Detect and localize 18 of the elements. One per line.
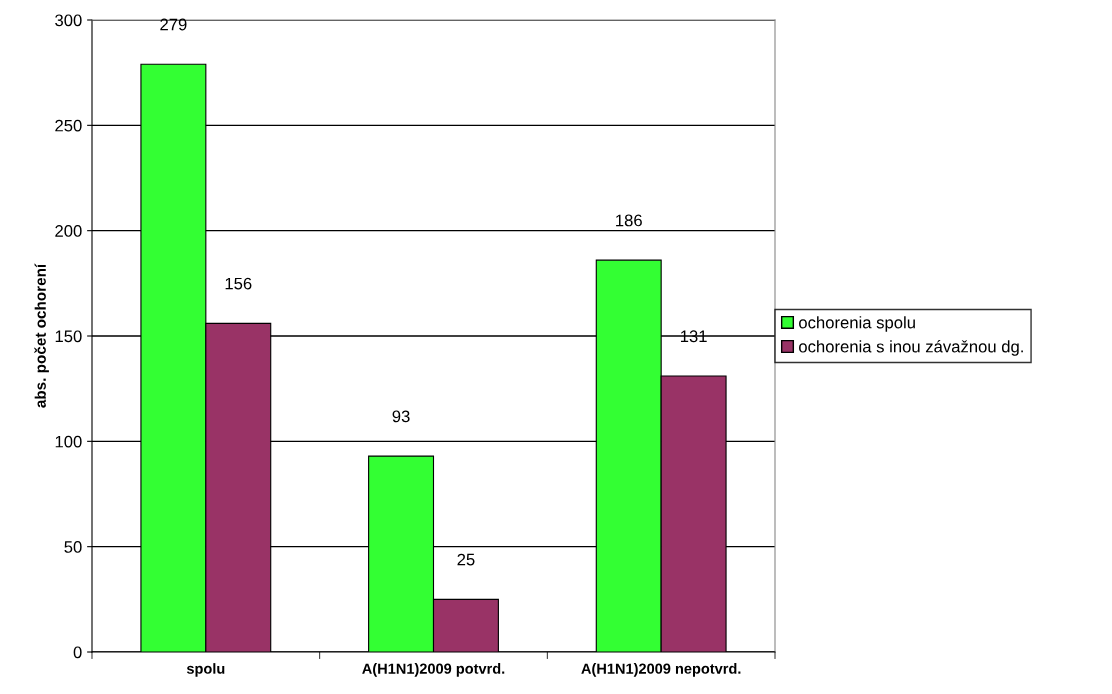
x-tick-label: A(H1N1)2009 nepotvrd.	[581, 663, 741, 677]
y-tick-label: 300	[55, 14, 82, 27]
y-tick-label: 150	[55, 330, 82, 343]
y-axis-title: abs. počet ochorení	[34, 263, 49, 408]
legend-label: ochorenia spolu	[799, 316, 915, 332]
legend-label: ochorenia s inou závažnou dg.	[799, 340, 1023, 356]
data-label: 279	[160, 18, 187, 31]
data-label: 186	[616, 214, 642, 227]
data-label: 93	[392, 410, 410, 423]
x-tick-label: A(H1N1)2009 potvrd.	[362, 663, 505, 677]
data-label: 25	[457, 553, 475, 566]
y-tick-label: 0	[73, 646, 82, 659]
data-label: 156	[225, 277, 252, 290]
y-tick-label: 100	[55, 435, 82, 448]
y-tick-label: 50	[64, 541, 82, 553]
y-tick-label: 200	[55, 225, 82, 237]
y-tick-label: 250	[55, 119, 82, 132]
x-tick-label: spolu	[186, 663, 225, 677]
